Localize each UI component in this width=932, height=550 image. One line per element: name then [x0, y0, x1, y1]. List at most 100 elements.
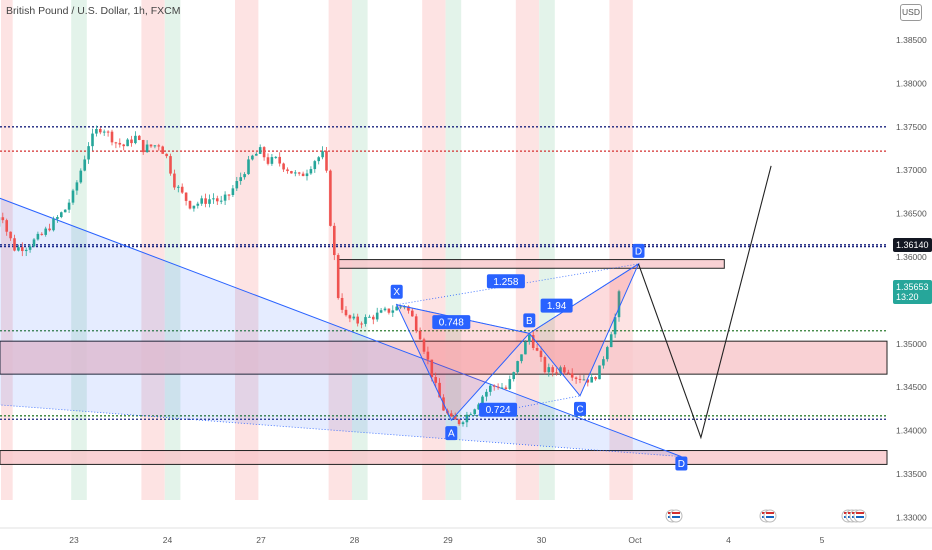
price-tick: 1.36500: [896, 209, 927, 219]
time-tick: 4: [726, 535, 731, 545]
candle-up: [516, 361, 519, 373]
ratio-label: 0.724: [479, 402, 518, 417]
candle-up: [500, 387, 504, 389]
economic-events: [665, 509, 867, 523]
candle-up: [559, 367, 562, 373]
candle-up: [95, 128, 98, 134]
candle-up: [251, 155, 254, 160]
candle-up: [231, 188, 235, 196]
candle-up: [364, 317, 367, 324]
candle-up: [547, 367, 551, 373]
pattern-point-c: C: [574, 401, 586, 416]
candle-down: [496, 386, 500, 388]
candle-down: [438, 382, 441, 398]
candle-up: [145, 144, 149, 153]
candle-up: [313, 161, 317, 170]
pattern-point-x: X: [390, 284, 403, 299]
candle-down: [40, 233, 44, 235]
candle-down: [130, 139, 133, 144]
candle-down: [227, 194, 231, 196]
candle-up: [177, 186, 180, 188]
candle-up: [17, 247, 20, 251]
currency-button[interactable]: USD: [900, 4, 922, 21]
session-shading: [1, 0, 633, 500]
candle-up: [309, 169, 313, 174]
candle-up: [321, 151, 324, 158]
candle-up: [243, 174, 246, 178]
time-tick: 29: [443, 535, 453, 545]
harmonic-bcd-triangle: [528, 262, 640, 397]
candle-up: [219, 200, 223, 202]
candle-up: [208, 199, 211, 204]
candle-up: [71, 190, 75, 203]
projection-path: D: [637, 165, 772, 471]
svg-text:C: C: [576, 404, 583, 415]
candle-up: [524, 341, 527, 355]
time-tick: 28: [350, 535, 360, 545]
symbol-title[interactable]: British Pound / U.S. Dollar, 1h, FXCM: [6, 5, 181, 17]
candle-down: [563, 367, 566, 373]
level-price-tag: 1.36140: [893, 237, 932, 252]
candle-up: [481, 396, 484, 405]
candle-up: [590, 377, 593, 383]
candle-up: [24, 249, 28, 252]
candle-up: [368, 316, 371, 318]
candle-up: [383, 308, 387, 311]
candle-down: [594, 377, 597, 380]
zone-rect: [0, 340, 888, 375]
pattern-point-d: D: [632, 243, 645, 258]
candle-down: [141, 139, 145, 153]
candle-up: [617, 291, 621, 318]
candle-down: [5, 220, 8, 232]
candle-up: [305, 173, 309, 177]
candle-down: [325, 151, 328, 171]
pattern-point-b: B: [523, 313, 536, 328]
candle-down: [13, 238, 16, 251]
candle-down: [297, 172, 301, 174]
time-tick: Oct: [628, 535, 642, 545]
candle-down: [555, 372, 558, 374]
candle-down: [430, 359, 434, 378]
candle-down: [418, 330, 422, 340]
candle-up: [613, 317, 617, 335]
ratio-label: 1.94: [540, 298, 573, 313]
candle-down: [570, 373, 574, 378]
price-tick: 1.37000: [896, 165, 927, 175]
candle-up: [395, 306, 398, 311]
candle-down: [122, 144, 125, 147]
candle-down: [492, 385, 496, 387]
svg-text:1.94: 1.94: [547, 301, 567, 312]
candle-up: [223, 194, 227, 201]
ratio-line: [396, 263, 639, 306]
wedge-pattern: [0, 197, 682, 458]
svg-text:1.258: 1.258: [493, 277, 518, 288]
price-tick: 1.33000: [896, 512, 927, 522]
candle-down: [114, 142, 118, 144]
candle-down: [21, 247, 24, 252]
price-tick: 1.38500: [896, 35, 927, 45]
candle-down: [266, 157, 270, 164]
last-price-tag: 1.35653 13:20: [893, 280, 932, 305]
time-axis: 23 24 27 28 29 30 Oct 4 5: [0, 527, 932, 545]
candle-up: [75, 182, 79, 191]
candle-down: [426, 351, 430, 360]
session-band-green: [352, 0, 368, 500]
candle-up: [477, 404, 480, 410]
candle-up: [485, 391, 488, 397]
price-tick: 1.34500: [896, 382, 927, 392]
candle-up: [528, 335, 531, 342]
projection-line: [637, 165, 772, 440]
candle-up: [602, 359, 605, 366]
session-band-green: [539, 0, 555, 500]
candle-up: [91, 133, 94, 147]
candle-down: [344, 309, 348, 316]
candle-down: [578, 378, 582, 380]
session-band-red: [141, 0, 165, 500]
candle-up: [67, 202, 71, 210]
candle-down: [110, 131, 114, 143]
candle-down: [407, 306, 410, 311]
candle-up: [270, 157, 274, 164]
candle-up: [212, 198, 215, 200]
price-candles: [0, 125, 621, 428]
